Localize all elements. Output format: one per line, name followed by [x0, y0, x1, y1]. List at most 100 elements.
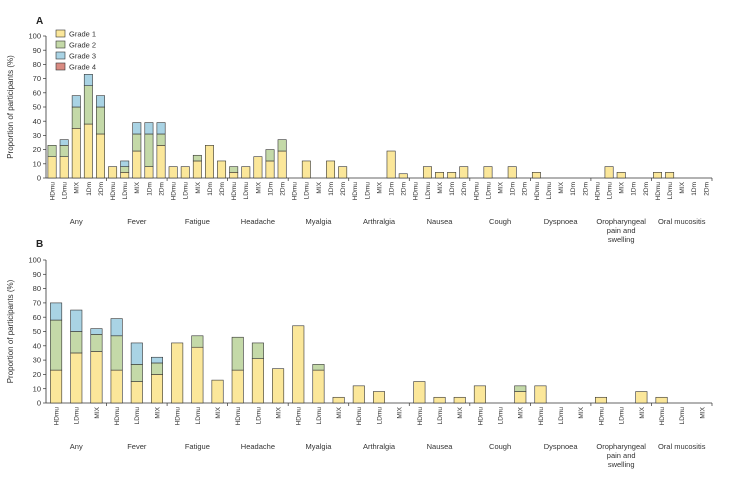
bar-segment-fever-hdmu-grade2: [110, 335, 123, 371]
bar-segment-fatigue-ldmu-grade1: [180, 166, 190, 179]
x-tick-label: 1Dm: [631, 182, 638, 196]
legend-swatch-grade-1: [55, 29, 66, 38]
x-tick-label: 1Dm: [510, 182, 517, 196]
x-tick-label: LDmu: [667, 182, 674, 200]
bar-segment-nausea-mix-grade1: [453, 396, 466, 404]
x-tick-label: LDmu: [255, 407, 262, 425]
x-tick-label: 1Dm: [86, 182, 93, 196]
bar-segment-fever-2dm-grade1: [156, 145, 166, 179]
legend-label-grade-3: Grade 3: [69, 52, 96, 61]
x-tick-label: 2Dm: [280, 182, 287, 196]
y-tick-label: 30: [33, 131, 41, 140]
x-tick-label: MIX: [558, 181, 565, 193]
x-tick-label: LDmu: [364, 182, 371, 200]
x-tick-label: LDmu: [376, 407, 383, 425]
x-tick-label: HDmu: [114, 407, 121, 426]
category-label: Fever: [127, 217, 147, 226]
x-tick-label: 2Dm: [219, 182, 226, 196]
x-tick-label: 1Dm: [691, 182, 698, 196]
x-tick-label: LDmu: [679, 407, 686, 425]
x-tick-label: LDmu: [195, 407, 202, 425]
category-label: Myalgia: [306, 217, 333, 226]
bar-segment-any-1dm-grade2: [83, 85, 93, 125]
y-tick-label: 50: [33, 327, 41, 336]
y-tick-label: 60: [33, 88, 41, 97]
bar-segment-fatigue-ldmu-grade2: [191, 335, 204, 348]
bar-segment-fever-ldmu-grade2: [120, 166, 130, 173]
x-tick-label: 1Dm: [146, 182, 153, 196]
x-tick-label: LDmu: [134, 407, 141, 425]
category-label: Oropharyngeal pain and swelling: [596, 217, 646, 244]
y-tick-label: 20: [33, 145, 41, 154]
x-tick-label: LDmu: [316, 407, 323, 425]
bar-segment-fatigue-2dm-grade1: [217, 160, 227, 179]
bar-segment-any-ldmu-grade3: [59, 139, 69, 146]
category-label: Any: [70, 442, 83, 451]
x-tick-label: 2Dm: [703, 182, 710, 196]
x-tick-label: LDmu: [425, 182, 432, 200]
category-label: Oral mucositis: [658, 442, 706, 451]
x-tick-label: LDmu: [558, 407, 565, 425]
panel-a-label: A: [36, 16, 43, 27]
x-tick-label: 2Dm: [643, 182, 650, 196]
x-tick-label: HDmu: [53, 407, 60, 426]
x-tick-label: HDmu: [594, 182, 601, 201]
bar-segment-myalgia-ldmu-grade2: [312, 364, 325, 371]
x-tick-label: MIX: [679, 181, 686, 193]
category-label: Arthralgia: [363, 217, 396, 226]
bar-segment-fever-2dm-grade3: [156, 122, 166, 135]
x-tick-label: HDmu: [49, 182, 56, 201]
bar-segment-arthralgia-hdmu-grade1: [352, 385, 365, 404]
bar-segment-any-ldmu-grade1: [70, 352, 83, 404]
y-tick-label: 40: [33, 117, 41, 126]
x-tick-label: HDmu: [477, 407, 484, 426]
x-tick-label: MIX: [316, 181, 323, 193]
x-tick-label: LDmu: [243, 182, 250, 200]
bar-segment-headache-1dm-grade2: [265, 149, 275, 162]
y-tick-label: 50: [33, 103, 41, 112]
bar-segment-any-ldmu-grade3: [70, 309, 83, 332]
bar-segment-arthralgia-ldmu-grade1: [372, 391, 385, 404]
legend-swatch-grade-2: [55, 40, 66, 49]
x-tick-label: LDmu: [619, 407, 626, 425]
y-tick-label: 90: [33, 46, 41, 55]
bar-segment-headache-hdmu-grade1: [231, 369, 244, 404]
y-tick-label: 20: [33, 370, 41, 379]
x-tick-label: MIX: [74, 181, 81, 193]
x-tick-label: MIX: [699, 406, 706, 418]
bar-segment-any-mix-grade1: [71, 128, 81, 179]
x-tick-label: LDmu: [62, 182, 69, 200]
x-tick-label: MIX: [578, 406, 585, 418]
y-tick-label: 0: [37, 174, 41, 183]
category-label: Nausea: [427, 442, 454, 451]
bar-segment-fever-hdmu-grade3: [110, 318, 123, 337]
x-tick-label: HDmu: [659, 407, 666, 426]
y-tick-label: 10: [33, 159, 41, 168]
bar-segment-any-2dm-grade1: [96, 133, 105, 179]
bar-segment-any-ldmu-grade1: [59, 156, 69, 179]
bar-segment-fatigue-1dm-grade1: [205, 145, 214, 179]
bar-segment-any-2dm-grade2: [96, 106, 105, 135]
bar-segment-fever-mix-grade1: [132, 150, 142, 179]
bar-segment-fatigue-ldmu-grade1: [191, 346, 204, 404]
bar-segment-any-2dm-grade3: [96, 95, 105, 108]
bar-segment-nausea-2dm-grade1: [459, 166, 469, 179]
bar-segment-oral-mucositis-hdmu-grade1: [653, 172, 662, 179]
legend-label-grade-4: Grade 4: [69, 63, 96, 72]
legend-label-grade-1: Grade 1: [69, 30, 96, 39]
x-tick-label: 1Dm: [207, 182, 214, 196]
category-label: Oral mucositis: [658, 217, 706, 226]
bar-segment-any-hdmu-grade1: [50, 369, 63, 404]
bar-segment-any-mix-grade3: [90, 328, 103, 335]
bar-segment-myalgia-hdmu-grade1: [292, 325, 305, 404]
x-tick-label: MIX: [639, 406, 646, 418]
x-tick-label: 2Dm: [158, 182, 165, 196]
x-tick-label: 1Dm: [267, 182, 274, 196]
x-tick-label: MIX: [215, 406, 222, 418]
x-tick-label: MIX: [255, 181, 262, 193]
x-tick-label: HDmu: [175, 407, 182, 426]
bar-segment-fatigue-mix-grade2: [192, 154, 202, 162]
bar-segment-fever-ldmu-grade1: [130, 381, 143, 404]
x-tick-label: LDmu: [122, 182, 129, 200]
